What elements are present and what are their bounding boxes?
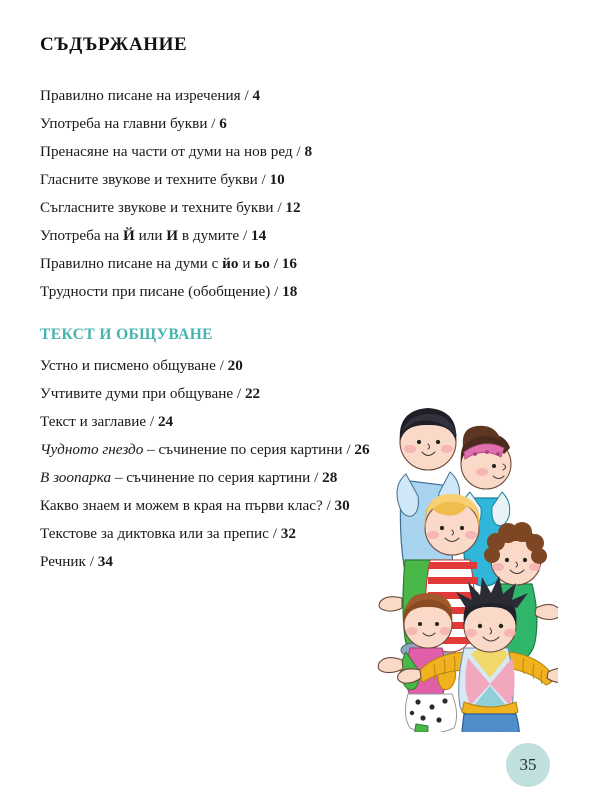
toc-entry-page-number: 28 — [322, 469, 338, 486]
toc-entry[interactable]: Текст и заглавие / 24 — [40, 408, 370, 436]
toc-list-part-two: Устно и писмено общуване / 20 Учтивите ду… — [40, 352, 370, 576]
toc-entry[interactable]: Трудности при писане (обобщение) / 18 — [40, 278, 312, 306]
toc-entry[interactable]: Съгласните звукове и техните букви / 12 — [40, 194, 312, 222]
toc-entry[interactable]: Пренасяне на части от думи на нов ред / … — [40, 138, 312, 166]
toc-entry-label: Чудното гнездо – съчинение по серия карт… — [40, 441, 343, 458]
toc-entry-separator: / — [342, 441, 355, 458]
toc-entry-separator: / — [240, 87, 253, 104]
toc-entry-page-number: 4 — [252, 87, 261, 104]
toc-entry-page-number: 14 — [250, 227, 267, 244]
toc-entry-separator: / — [322, 497, 335, 514]
toc-entry-page-number: 24 — [157, 413, 174, 430]
toc-entry-page-number: 6 — [219, 115, 227, 132]
toc-entry-page-number: 26 — [354, 441, 370, 458]
toc-entry-label: Правилно писане на изречения — [40, 87, 241, 104]
toc-entry-label: Правилно писане на думи с йо и ьо — [40, 255, 270, 272]
toc-entry-page-number: 8 — [304, 143, 313, 160]
toc-entry-separator: / — [239, 227, 251, 244]
toc-entry-page-number: 20 — [227, 357, 243, 374]
toc-entry-page-number: 18 — [282, 283, 298, 300]
toc-entry-separator: / — [269, 255, 282, 272]
toc-entry-label: Какво знаем и можем в края на първи клас… — [40, 497, 323, 514]
toc-entry[interactable]: Чудното гнездо – съчинение по серия карт… — [40, 436, 370, 464]
toc-entry-label: Устно и писмено общуване — [40, 357, 216, 374]
toc-entry-separator: / — [207, 115, 220, 132]
toc-entry-page-number: 22 — [244, 385, 261, 402]
toc-entry-page-number: 16 — [281, 255, 297, 272]
section-heading-text-and-communication: ТЕКСТ И ОБЩУВАНЕ — [40, 326, 213, 343]
group-of-children-illustration: .sk{fill:#fbd9c8;stroke:#6b4a3a;stroke-w… — [372, 402, 558, 732]
toc-entry-label: Употреба на Й или И в думите — [40, 227, 240, 244]
toc-entry-label: Гласните звукове и техните букви — [40, 171, 258, 188]
toc-entry-label: Съгласните звукове и техните букви — [40, 199, 274, 216]
toc-entry-label: В зоопарка – съчинение по серия картини — [40, 469, 311, 486]
toc-entry-separator: / — [233, 385, 245, 402]
toc-list-part-one: Правилно писане на изречения / 4 Употреба… — [40, 82, 312, 306]
toc-entry[interactable]: Правилно писане на думи с йо и ьо / 16 — [40, 250, 312, 278]
toc-entry[interactable]: Какво знаем и можем в края на първи клас… — [40, 492, 370, 520]
toc-entry[interactable]: Правилно писане на изречения / 4 — [40, 82, 312, 110]
toc-entry-label: Употреба на главни букви — [40, 115, 208, 132]
toc-entry-separator: / — [273, 199, 286, 216]
toc-entry-separator: / — [257, 171, 270, 188]
toc-entry-label: Речник — [40, 553, 86, 570]
toc-entry-label: Текстове за диктовка или за препис — [40, 525, 269, 542]
toc-entry-separator: / — [292, 143, 305, 160]
toc-entry-separator: / — [85, 553, 98, 570]
toc-entry[interactable]: В зоопарка – съчинение по серия картини … — [40, 464, 370, 492]
toc-entry-separator: / — [215, 357, 228, 374]
toc-entry-label: Пренасяне на части от думи на нов ред — [40, 143, 293, 160]
toc-entry-separator: / — [146, 413, 158, 430]
toc-entry-label: Учтивите думи при общуване — [40, 385, 234, 402]
toc-entry-page-number: 34 — [97, 553, 113, 570]
toc-entry-page-number: 12 — [285, 199, 301, 216]
toc-entry[interactable]: Учтивите думи при общуване / 22 — [40, 380, 370, 408]
toc-entry-page-number: 30 — [334, 497, 350, 514]
toc-entry-label: Трудности при писане (обобщение) — [40, 283, 271, 300]
toc-entry-separator: / — [268, 525, 281, 542]
toc-entry[interactable]: Гласните звукове и техните букви / 10 — [40, 166, 312, 194]
toc-entry[interactable]: Речник / 34 — [40, 548, 370, 576]
toc-entry[interactable]: Устно и писмено общуване / 20 — [40, 352, 370, 380]
toc-entry[interactable]: Текстове за диктовка или за препис / 32 — [40, 520, 370, 548]
toc-entry-page-number: 32 — [280, 525, 296, 542]
toc-entry-label: Текст и заглавие — [40, 413, 147, 430]
page-title: СЪДЪРЖАНИЕ — [40, 34, 188, 55]
toc-entry[interactable]: Употреба на главни букви / 6 — [40, 110, 312, 138]
toc-entry-page-number: 10 — [269, 171, 285, 188]
page-number-badge: 35 — [506, 743, 550, 787]
toc-entry-separator: / — [270, 283, 283, 300]
toc-entry[interactable]: Употреба на Й или И в думите / 14 — [40, 222, 312, 250]
toc-entry-separator: / — [310, 469, 323, 486]
